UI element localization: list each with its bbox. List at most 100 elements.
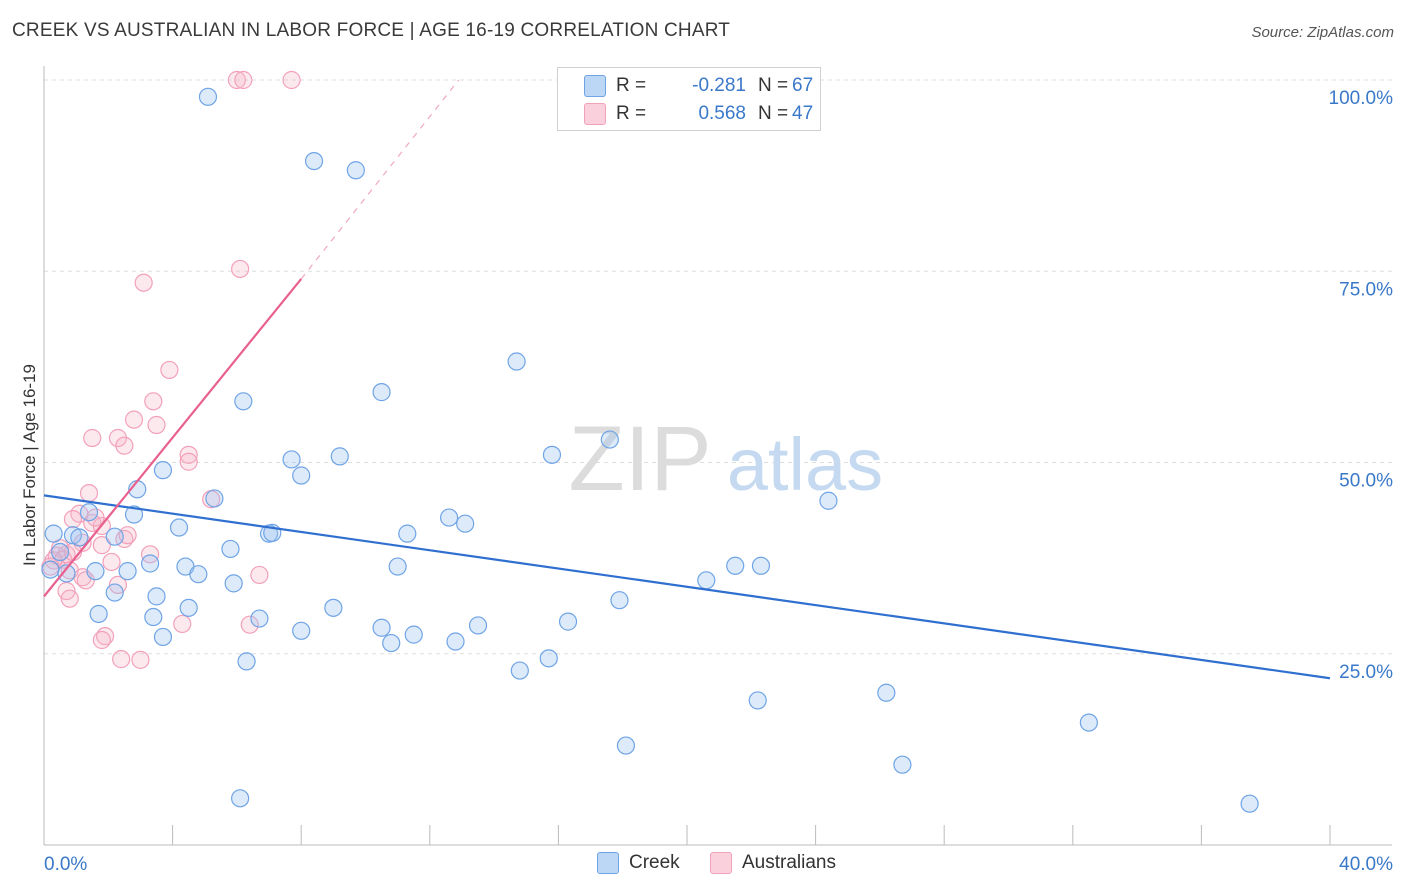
legend-n-value: 67 xyxy=(792,75,814,96)
creek-point xyxy=(877,683,896,702)
tick-labels: 25.0% 50.0% 75.0% 100.0% 0.0% 40.0% xyxy=(44,88,1393,875)
australians-points xyxy=(41,70,301,669)
australians-point xyxy=(282,70,301,90)
x-tick-label: 40.0% xyxy=(1339,854,1393,875)
creek-point xyxy=(282,450,301,469)
y-tick-label: 25.0% xyxy=(1339,662,1393,683)
australians-trend-line-extension xyxy=(300,79,460,280)
watermark-atlas: atlas xyxy=(727,423,883,506)
creek-point xyxy=(231,789,250,808)
australians-point xyxy=(92,536,111,555)
australians-point xyxy=(131,650,150,669)
australians-point xyxy=(79,484,99,503)
creek-point xyxy=(304,151,324,171)
creek-point xyxy=(398,524,417,543)
creek-point xyxy=(372,383,391,402)
creek-point xyxy=(41,560,60,579)
creek-point xyxy=(153,461,173,480)
creek-point xyxy=(510,661,529,680)
source-label: Source: ZipAtlas.com xyxy=(1251,24,1394,41)
creek-point xyxy=(237,652,256,671)
australians-trend-line xyxy=(43,278,303,598)
creek-point xyxy=(57,564,76,583)
creek-point xyxy=(292,621,311,640)
creek-point xyxy=(86,562,105,581)
australians-point xyxy=(60,589,79,608)
legend-r-label: R = xyxy=(616,103,647,124)
australians-point xyxy=(92,630,111,650)
creek-point xyxy=(819,491,838,510)
correlation-legend: R = -0.281 N = 67 R = 0.568 N = 47 xyxy=(557,67,821,131)
australians-point xyxy=(231,259,250,279)
australians-point xyxy=(240,615,259,634)
australians-point xyxy=(140,545,160,564)
creek-point xyxy=(292,466,311,485)
australians-point xyxy=(250,565,269,585)
creek-point xyxy=(1079,713,1098,732)
creek-point xyxy=(118,562,137,581)
creek-point xyxy=(89,604,108,624)
creek-point xyxy=(189,565,208,584)
australians-point xyxy=(134,273,153,292)
y-tick-label: 75.0% xyxy=(1339,279,1393,300)
creek-point xyxy=(79,503,99,522)
creek-point xyxy=(346,161,365,180)
creek-point xyxy=(372,618,391,637)
australians-point xyxy=(115,436,134,455)
creek-point xyxy=(330,447,349,466)
australians-point xyxy=(227,70,246,90)
trend-lines xyxy=(43,79,1331,680)
creek-point xyxy=(198,87,218,106)
creek-point xyxy=(697,571,716,590)
creek-point xyxy=(234,392,253,411)
creek-point xyxy=(221,539,240,559)
creek-point xyxy=(439,508,459,527)
creek-point xyxy=(50,542,70,562)
legend-swatch-creek xyxy=(584,75,606,97)
creek-point xyxy=(610,591,629,610)
creek-point xyxy=(616,736,636,755)
creek-point xyxy=(751,556,771,575)
legend-r-value: 0.568 xyxy=(698,103,746,124)
creek-point xyxy=(144,607,163,627)
creek-point xyxy=(140,554,160,573)
series-legend-australians[interactable]: Australians xyxy=(710,852,836,874)
creek-point xyxy=(250,609,269,628)
creek-point xyxy=(169,518,189,537)
y-tick-label: 50.0% xyxy=(1339,471,1393,492)
australians-legend-label: Australians xyxy=(742,852,836,873)
australians-point xyxy=(124,410,144,429)
x-tick-label: 0.0% xyxy=(44,854,87,875)
creek-point xyxy=(468,616,488,635)
australians-point xyxy=(179,445,198,464)
watermark-zip: ZIP xyxy=(568,408,711,510)
creek-point xyxy=(404,625,423,644)
australians-point xyxy=(147,415,166,435)
creek-point xyxy=(600,430,619,449)
creek-point xyxy=(44,524,63,543)
legend-n-value: 47 xyxy=(792,103,814,124)
australians-point xyxy=(102,552,121,572)
creek-point xyxy=(893,755,912,774)
grid-lines xyxy=(44,79,1392,655)
creek-point xyxy=(726,556,745,575)
creek-trend-line xyxy=(43,494,1331,680)
australians-point xyxy=(112,650,131,669)
series-legend-creek[interactable]: Creek xyxy=(597,852,680,874)
creek-point xyxy=(153,627,173,647)
legend-r-label: R = xyxy=(616,75,647,96)
creek-point xyxy=(224,574,243,593)
australians-swatch xyxy=(710,852,732,874)
legend-r-value: -0.281 xyxy=(692,75,746,96)
creek-point xyxy=(324,598,343,617)
australians-point xyxy=(173,614,192,634)
creek-legend-label: Creek xyxy=(629,852,680,873)
creek-point xyxy=(205,489,224,508)
creek-swatch xyxy=(597,852,619,874)
legend-n-label: N = xyxy=(758,75,789,96)
axes xyxy=(43,66,1392,846)
creek-point xyxy=(179,598,198,617)
australians-point xyxy=(73,533,92,552)
legend-swatch-australians xyxy=(584,103,606,125)
